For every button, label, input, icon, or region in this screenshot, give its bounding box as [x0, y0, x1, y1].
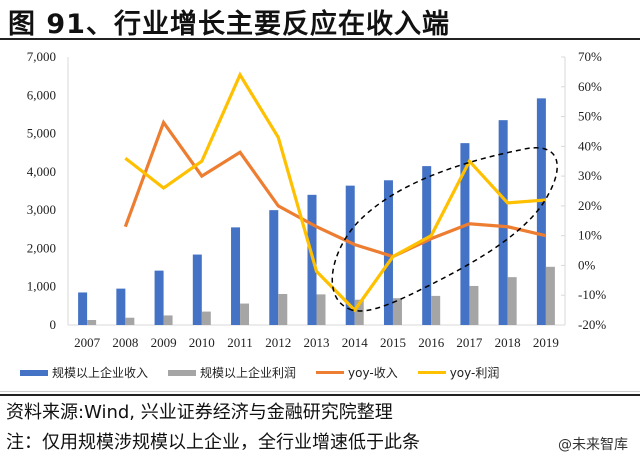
right-axis-tick-label: 40% — [578, 138, 602, 153]
revenue-bar — [536, 98, 546, 325]
profit-bar — [469, 285, 479, 325]
x-axis-tick-label: 2010 — [189, 335, 215, 350]
legend-label: 规模以上企业利润 — [200, 366, 297, 380]
legend-bar-swatch-icon — [20, 369, 48, 376]
legend-label: yoy-收入 — [348, 366, 398, 380]
revenue-bar — [78, 292, 88, 325]
right-axis-tick-label: 50% — [578, 109, 602, 124]
x-axis-tick-label: 2018 — [495, 335, 521, 350]
revenue-bar — [498, 120, 508, 326]
legend-label: yoy-利润 — [449, 366, 500, 380]
revenue-bar — [116, 288, 126, 325]
revenue-bar — [422, 166, 432, 325]
dashed-ellipse-annotation — [331, 147, 558, 312]
revenue-bar — [269, 210, 279, 325]
revenue-bar — [231, 227, 241, 325]
left-axis-tick-label: 2,000 — [27, 240, 56, 255]
profit-bar — [354, 299, 364, 325]
legend-item: yoy-利润 — [417, 364, 500, 381]
profit-bar — [125, 317, 135, 325]
revenue-bar — [460, 143, 470, 325]
figure-title: 图 91、行业增长主要反应在收入端 — [8, 9, 450, 40]
x-axis-tick-label: 2015 — [380, 335, 406, 350]
title-divider — [0, 38, 640, 40]
legend-divider — [0, 391, 640, 392]
x-axis-tick-label: 2011 — [227, 335, 253, 350]
legend-item: 规模以上企业收入 — [20, 364, 148, 381]
legend-line-swatch-icon — [417, 371, 446, 374]
x-axis-tick-label: 2017 — [456, 335, 483, 350]
right-axis-tick-label: 10% — [578, 228, 602, 243]
x-axis-tick-label: 2013 — [304, 335, 330, 350]
legend-bar-swatch-icon — [168, 369, 197, 376]
left-axis-tick-label: 5,000 — [27, 126, 56, 141]
right-axis-tick-label: 20% — [578, 198, 602, 213]
profit-bar — [278, 293, 288, 325]
source-text: 资料来源:Wind, 兴业证券经济与金融研究院整理 — [6, 402, 393, 423]
legend-line-swatch-icon — [316, 371, 345, 374]
profit-bar — [201, 311, 211, 325]
profit-bar — [240, 303, 250, 325]
watermark: @未来智库 — [558, 437, 628, 453]
combo-chart: 0 1,000 2,000 3,000 4,000 5,000 6,000 7,000 -20%… — [27, 49, 607, 350]
profit-bar — [316, 294, 326, 325]
right-axis-tick-label: -20% — [578, 317, 606, 332]
source-divider — [0, 394, 640, 396]
legend-label: 规模以上企业收入 — [52, 366, 149, 380]
profit-bar — [392, 298, 402, 325]
profit-bar — [545, 266, 555, 325]
revenue-bar — [345, 185, 355, 325]
left-axis-tick-label: 1,000 — [27, 279, 56, 294]
note-text: 注：仅用规模涉规模以上企业，全行业增速低于此条 — [6, 432, 420, 453]
x-axis-tick-label: 2016 — [418, 335, 445, 350]
revenue-bar — [192, 254, 202, 325]
legend-item: 规模以上企业利润 — [168, 364, 296, 381]
legend-item: yoy-收入 — [316, 364, 398, 381]
x-axis-tick-label: 2012 — [265, 335, 291, 350]
left-axis-tick-label: 0 — [50, 317, 57, 332]
revenue-bar — [154, 270, 164, 325]
left-axis-tick-label: 7,000 — [27, 49, 56, 64]
right-axis-tick-label: 60% — [578, 79, 602, 94]
revenue-bar — [383, 180, 393, 325]
yoy-profit-line — [124, 71, 547, 313]
left-axis-tick-label: 3,000 — [27, 202, 56, 217]
x-axis-tick-label: 2019 — [533, 335, 559, 350]
chart-legend: 规模以上企业收入 规模以上企业利润 yoy-收入 yoy-利润 — [20, 364, 499, 381]
right-axis-tick-label: -10% — [578, 287, 606, 302]
x-axis-tick-label: 2009 — [151, 335, 177, 350]
x-axis-tick-label: 2014 — [342, 335, 369, 350]
x-axis-tick-label: 2007 — [74, 335, 101, 350]
right-axis-tick-label: 70% — [578, 49, 602, 64]
yoy-revenue-line — [123, 119, 547, 259]
x-axis-tick-label: 2008 — [112, 335, 138, 350]
profit-bar — [87, 320, 97, 325]
profit-bar — [163, 315, 173, 325]
profit-bar — [507, 277, 517, 325]
profit-bar — [431, 295, 441, 325]
right-axis-tick-label: 30% — [578, 168, 602, 183]
right-axis-tick-label: 0% — [578, 257, 596, 272]
left-axis-tick-label: 6,000 — [27, 87, 56, 102]
left-axis-tick-label: 4,000 — [27, 164, 56, 179]
